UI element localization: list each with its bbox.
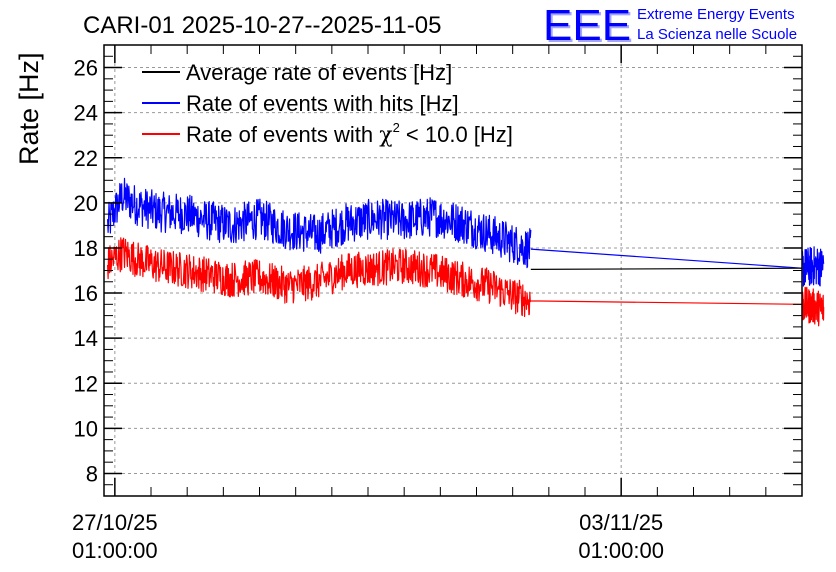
series-line-2 [530, 267, 803, 270]
logo-letters: EEE [543, 1, 631, 50]
y-tick-label: 14 [74, 326, 98, 351]
logo-line2: La Scienza nelle Scuole [637, 26, 797, 43]
y-tick-label: 24 [74, 101, 98, 126]
chart-title: CARI-01 2025-10-27--2025-11-05 [83, 12, 441, 39]
legend: Average rate of events [Hz] Rate of even… [142, 60, 513, 148]
eee-logo: EEE EEE Extreme Energy Events La Scienza… [543, 1, 797, 52]
x-tick-labels: 27/10/25 01:00:00 03/11/25 01:00:00 [72, 510, 664, 563]
logo-line1: Extreme Energy Events [637, 6, 795, 23]
y-tick-label: 16 [74, 281, 98, 306]
series-group [107, 177, 825, 327]
y-tick-label: 26 [74, 56, 98, 81]
axis-ticks [104, 45, 803, 496]
logo-letters-shadow: EEE [545, 3, 633, 52]
y-tick-label: 22 [74, 146, 98, 171]
y-tick-label: 12 [74, 371, 98, 396]
y-tick-label: 18 [74, 236, 98, 261]
series-line-0 [107, 177, 825, 287]
x-tick-label-date: 27/10/25 [72, 510, 158, 535]
y-tick-labels: 8 10 12 14 16 18 20 22 24 26 [74, 56, 98, 487]
legend-label-hits: Rate of events with hits [Hz] [186, 91, 459, 116]
legend-chi-symbol: χ [379, 123, 392, 148]
series-line-1 [107, 237, 825, 327]
legend-chi2-prefix: Rate of events with [186, 122, 379, 147]
y-tick-label: 8 [86, 461, 98, 486]
legend-chi2-suffix: < 10.0 [Hz] [400, 122, 513, 147]
y-tick-label: 20 [74, 191, 98, 216]
legend-label-average: Average rate of events [Hz] [186, 60, 452, 85]
y-axis-label: Rate [Hz] [14, 52, 44, 165]
y-tick-label: 10 [74, 416, 98, 441]
legend-chi-superscript: 2 [393, 120, 400, 135]
legend-label-chi2: Rate of events with χ2 < 10.0 [Hz] [186, 120, 513, 148]
x-tick-label-date: 03/11/25 [579, 510, 663, 535]
x-tick-label-time: 01:00:00 [72, 538, 158, 563]
x-tick-label-time: 01:00:00 [578, 538, 664, 563]
